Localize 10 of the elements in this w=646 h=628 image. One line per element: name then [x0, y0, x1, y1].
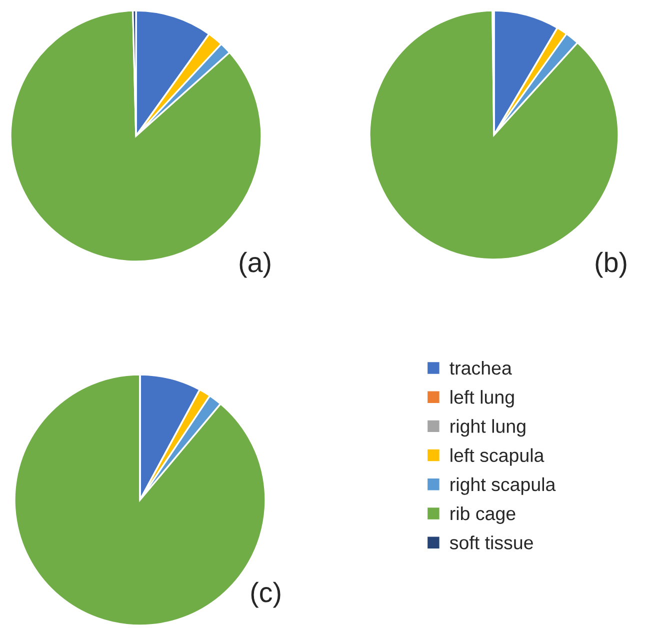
- legend-label: trachea: [450, 360, 512, 375]
- legend-label: soft tissue: [450, 536, 533, 550]
- legend-label: left scapula: [450, 448, 544, 466]
- text: (b): [596, 252, 626, 278]
- text: (a): [240, 252, 270, 278]
- legend-label: rib cage: [450, 506, 516, 524]
- text: (c): [251, 582, 280, 608]
- legend-label: left lung: [450, 390, 514, 408]
- legend-label: right scapula: [450, 477, 556, 495]
- legend-label: right lung: [450, 419, 526, 437]
